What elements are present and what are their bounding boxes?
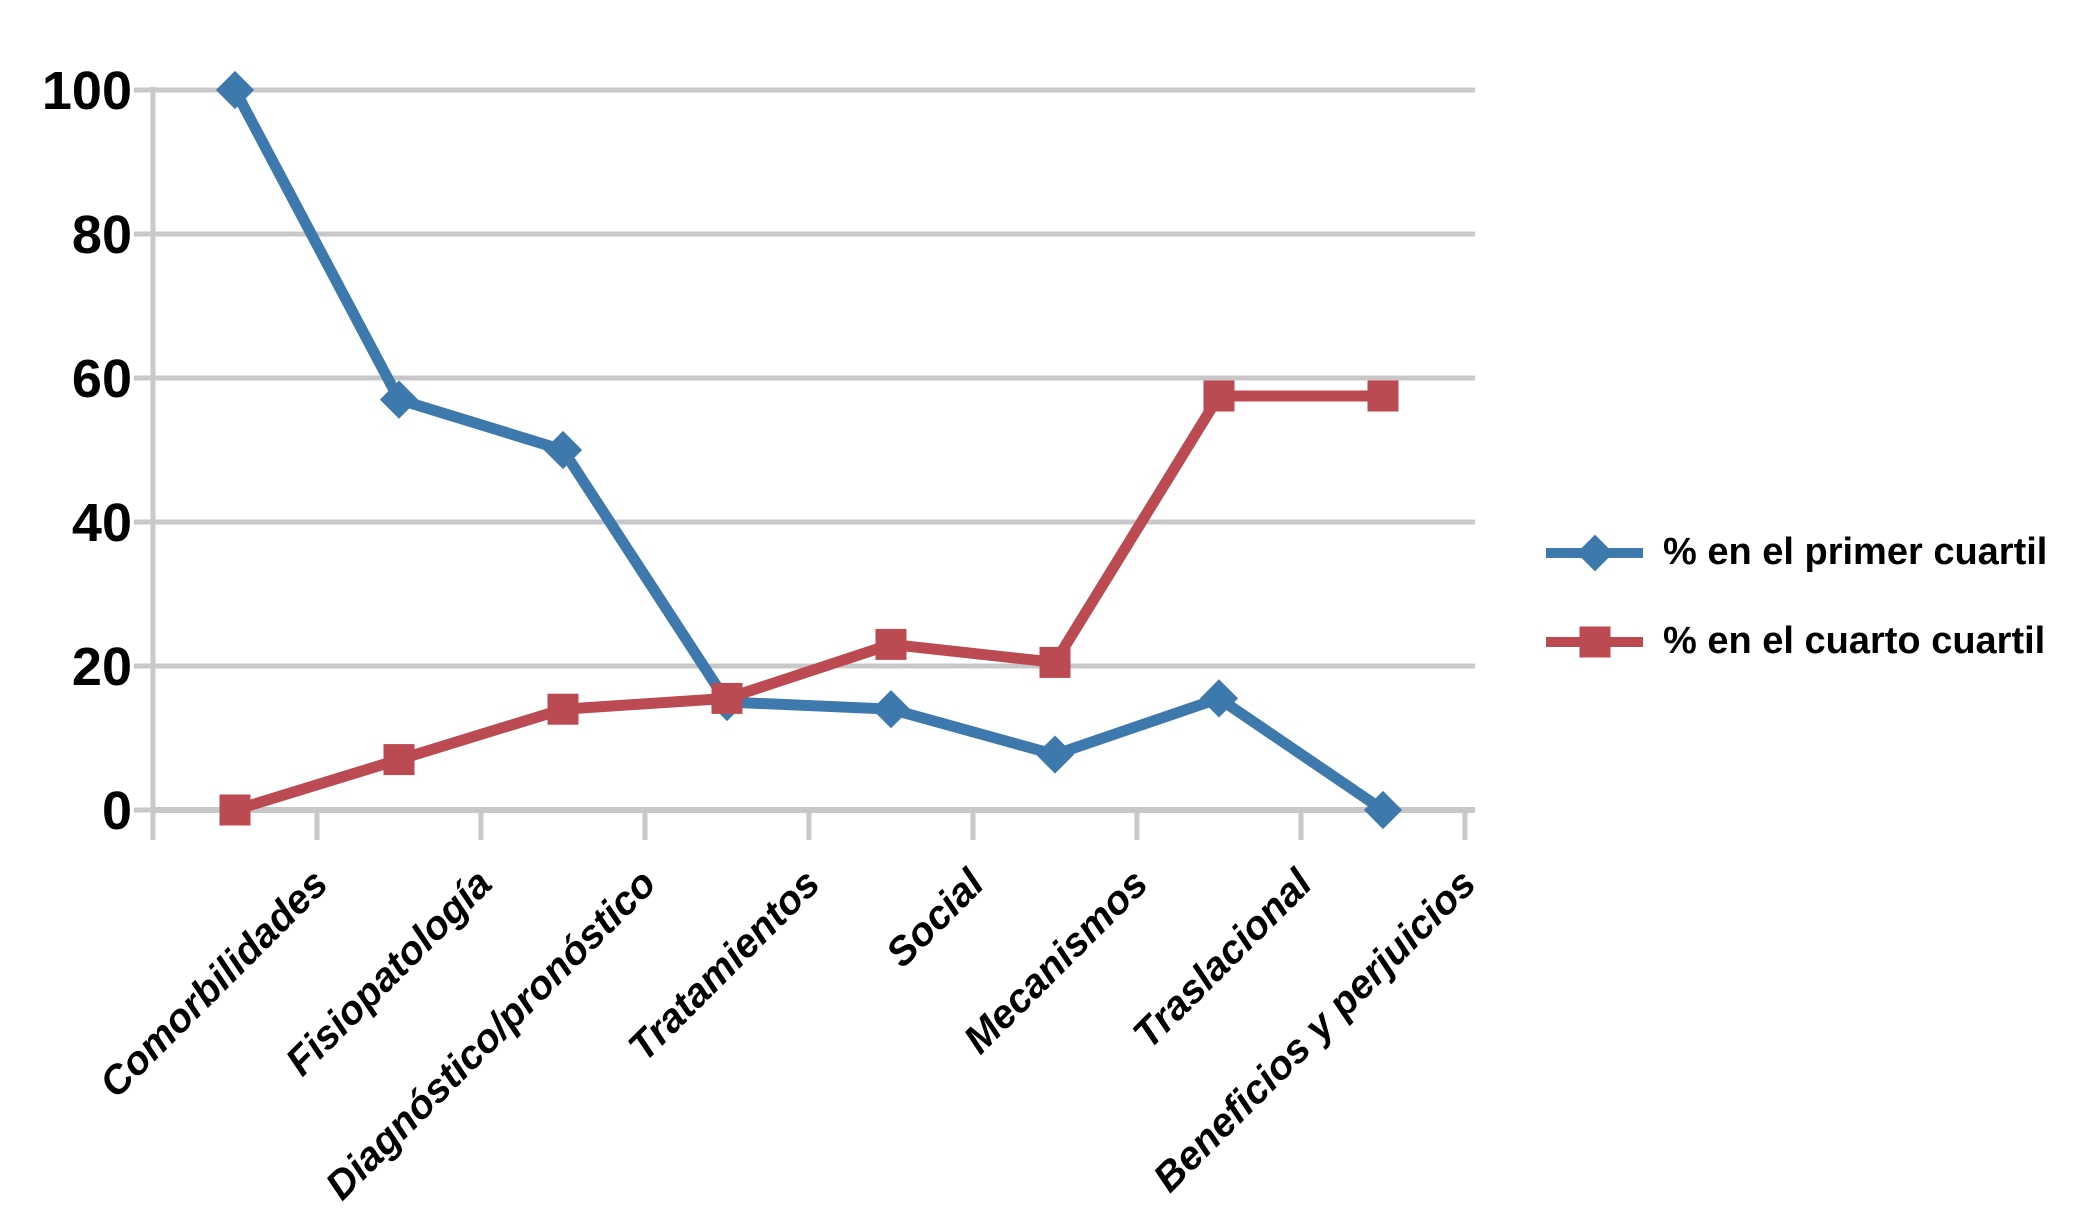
y-tick-label: 100 bbox=[42, 61, 132, 121]
y-tick-label: 20 bbox=[72, 637, 132, 697]
data-point-square-marker bbox=[383, 744, 415, 776]
data-point-square-marker bbox=[547, 693, 579, 725]
y-tick-label: 80 bbox=[72, 205, 132, 265]
data-point-square-marker bbox=[1039, 646, 1071, 678]
data-point-diamond-marker bbox=[1199, 679, 1239, 718]
data-point-square-marker bbox=[875, 628, 907, 660]
legend-label-primer-cuartil: % en el primer cuartil bbox=[1663, 531, 2048, 574]
x-category-label: Social bbox=[878, 861, 993, 976]
data-point-diamond-marker bbox=[1363, 790, 1403, 830]
data-point-diamond-marker bbox=[379, 380, 419, 419]
data-point-diamond-marker bbox=[543, 430, 583, 470]
legend-label-cuarto-cuartil: % en el cuarto cuartil bbox=[1663, 620, 2046, 663]
data-point-diamond-marker bbox=[1035, 735, 1075, 774]
x-category-label: Beneficios y perjuicios bbox=[1145, 861, 1484, 1200]
diamond-marker-icon bbox=[1576, 534, 1613, 572]
legend-line-diamond-swatch bbox=[1546, 530, 1643, 576]
series-line-cuarto-cuartil bbox=[229, 390, 1389, 816]
data-point-square-marker bbox=[1203, 380, 1235, 412]
data-point-square-marker bbox=[219, 794, 251, 826]
data-point-square-marker bbox=[711, 682, 743, 714]
data-point-diamond-marker bbox=[871, 690, 911, 729]
legend: % en el primer cuartil % en el cuarto cu… bbox=[1546, 530, 2047, 665]
series-line-primer-cuartil bbox=[229, 84, 1389, 816]
legend-item-cuarto-cuartil: % en el cuarto cuartil bbox=[1546, 619, 2047, 665]
x-category-label: Diagnóstico/pronóstico bbox=[317, 861, 664, 1208]
y-tick-label: 40 bbox=[72, 493, 132, 553]
legend-item-primer-cuartil: % en el primer cuartil bbox=[1546, 530, 2047, 576]
legend-line-square-swatch bbox=[1546, 619, 1643, 665]
data-point-diamond-marker bbox=[215, 70, 255, 110]
y-tick-label: 60 bbox=[72, 349, 132, 409]
y-tick-label: 0 bbox=[102, 781, 132, 841]
square-marker-icon bbox=[1579, 626, 1610, 658]
data-point-square-marker bbox=[1367, 380, 1399, 412]
